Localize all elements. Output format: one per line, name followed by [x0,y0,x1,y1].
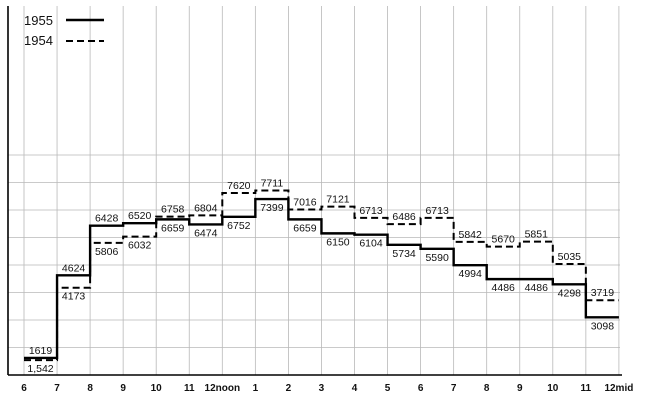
data-labels: 1619 1,542 4624 4173 6428 5806 6520 6032 6659 675… [27,177,614,375]
x-tick-label: 11 [581,383,592,394]
data-label-1954: 6758 [161,204,185,216]
series-line-1954 [24,189,619,362]
data-label-1955: 6752 [227,220,251,232]
data-label-1954: 6032 [128,240,152,252]
x-tick-label: 4 [352,383,358,394]
data-label-1955: 5590 [425,252,449,264]
x-tick-label: 12noon [205,383,241,394]
x-tick-label: 9 [517,383,523,394]
legend-label-1954: 1954 [24,33,53,48]
data-label-1954: 4173 [62,291,86,303]
chart-legend: 1955 1954 [24,13,104,48]
data-label-1955: 6150 [326,236,350,248]
data-label-1955: 4486 [492,282,516,294]
data-label-1955: 6659 [293,222,317,234]
data-label-1954: 6713 [359,205,383,217]
data-label-1955: 3098 [591,320,615,332]
data-label-1954: 6486 [392,211,416,223]
data-label-1954: 6804 [194,202,218,214]
x-tick-label: 1 [253,383,259,394]
series-line-1955 [24,197,619,360]
x-tick-label: 2 [286,383,292,394]
x-tick-label: 5 [385,383,391,394]
x-tick-label: 10 [547,383,559,394]
chart-axes [7,6,622,376]
x-axis-ticks: 6 7 8 9 10 11 12noon 1 2 3 4 5 6 7 8 9 10 11 12mid [21,383,633,394]
data-label-1955: 1619 [29,345,53,357]
data-label-1954: 5851 [525,229,549,241]
data-label-1955: 6659 [161,222,185,234]
x-tick-label: 7 [451,383,457,394]
x-tick-label: 11 [184,383,195,394]
data-label-1954: 7711 [261,177,284,189]
chart-series [24,189,619,362]
x-tick-label: 8 [87,383,93,394]
data-label-1955: 4486 [525,282,549,294]
data-label-1954: 5670 [492,234,516,246]
x-tick-label: 6 [418,383,424,394]
legend-label-1955: 1955 [24,13,53,28]
x-tick-label: 9 [120,383,126,394]
x-tick-label: 8 [484,383,490,394]
x-tick-label: 6 [21,383,27,394]
data-label-1955: 4298 [558,287,582,299]
data-label-1955: 6520 [128,210,152,222]
x-tick-label: 7 [54,383,60,394]
data-label-1954: 7620 [227,180,251,192]
data-label-1954: 6713 [425,205,449,217]
data-label-1954: 5035 [558,251,582,263]
x-tick-label: 12mid [604,383,633,394]
data-label-1955: 6428 [95,213,119,225]
data-label-1954: 1,542 [27,363,53,375]
data-label-1955: 5734 [392,248,416,260]
data-label-1955: 7399 [260,202,284,214]
data-label-1954: 5842 [458,229,482,241]
data-label-1955: 4624 [62,262,86,274]
data-label-1955: 6474 [194,227,218,239]
data-label-1955: 4994 [458,268,482,280]
data-label-1955: 6104 [359,238,383,250]
chart-grid [8,6,620,376]
data-label-1954: 7121 [326,194,350,206]
data-label-1954: 5806 [95,246,119,258]
data-label-1954: 3719 [591,287,615,299]
x-tick-label: 10 [151,383,163,394]
x-tick-label: 3 [319,383,325,394]
data-label-1954: 7016 [293,197,317,209]
